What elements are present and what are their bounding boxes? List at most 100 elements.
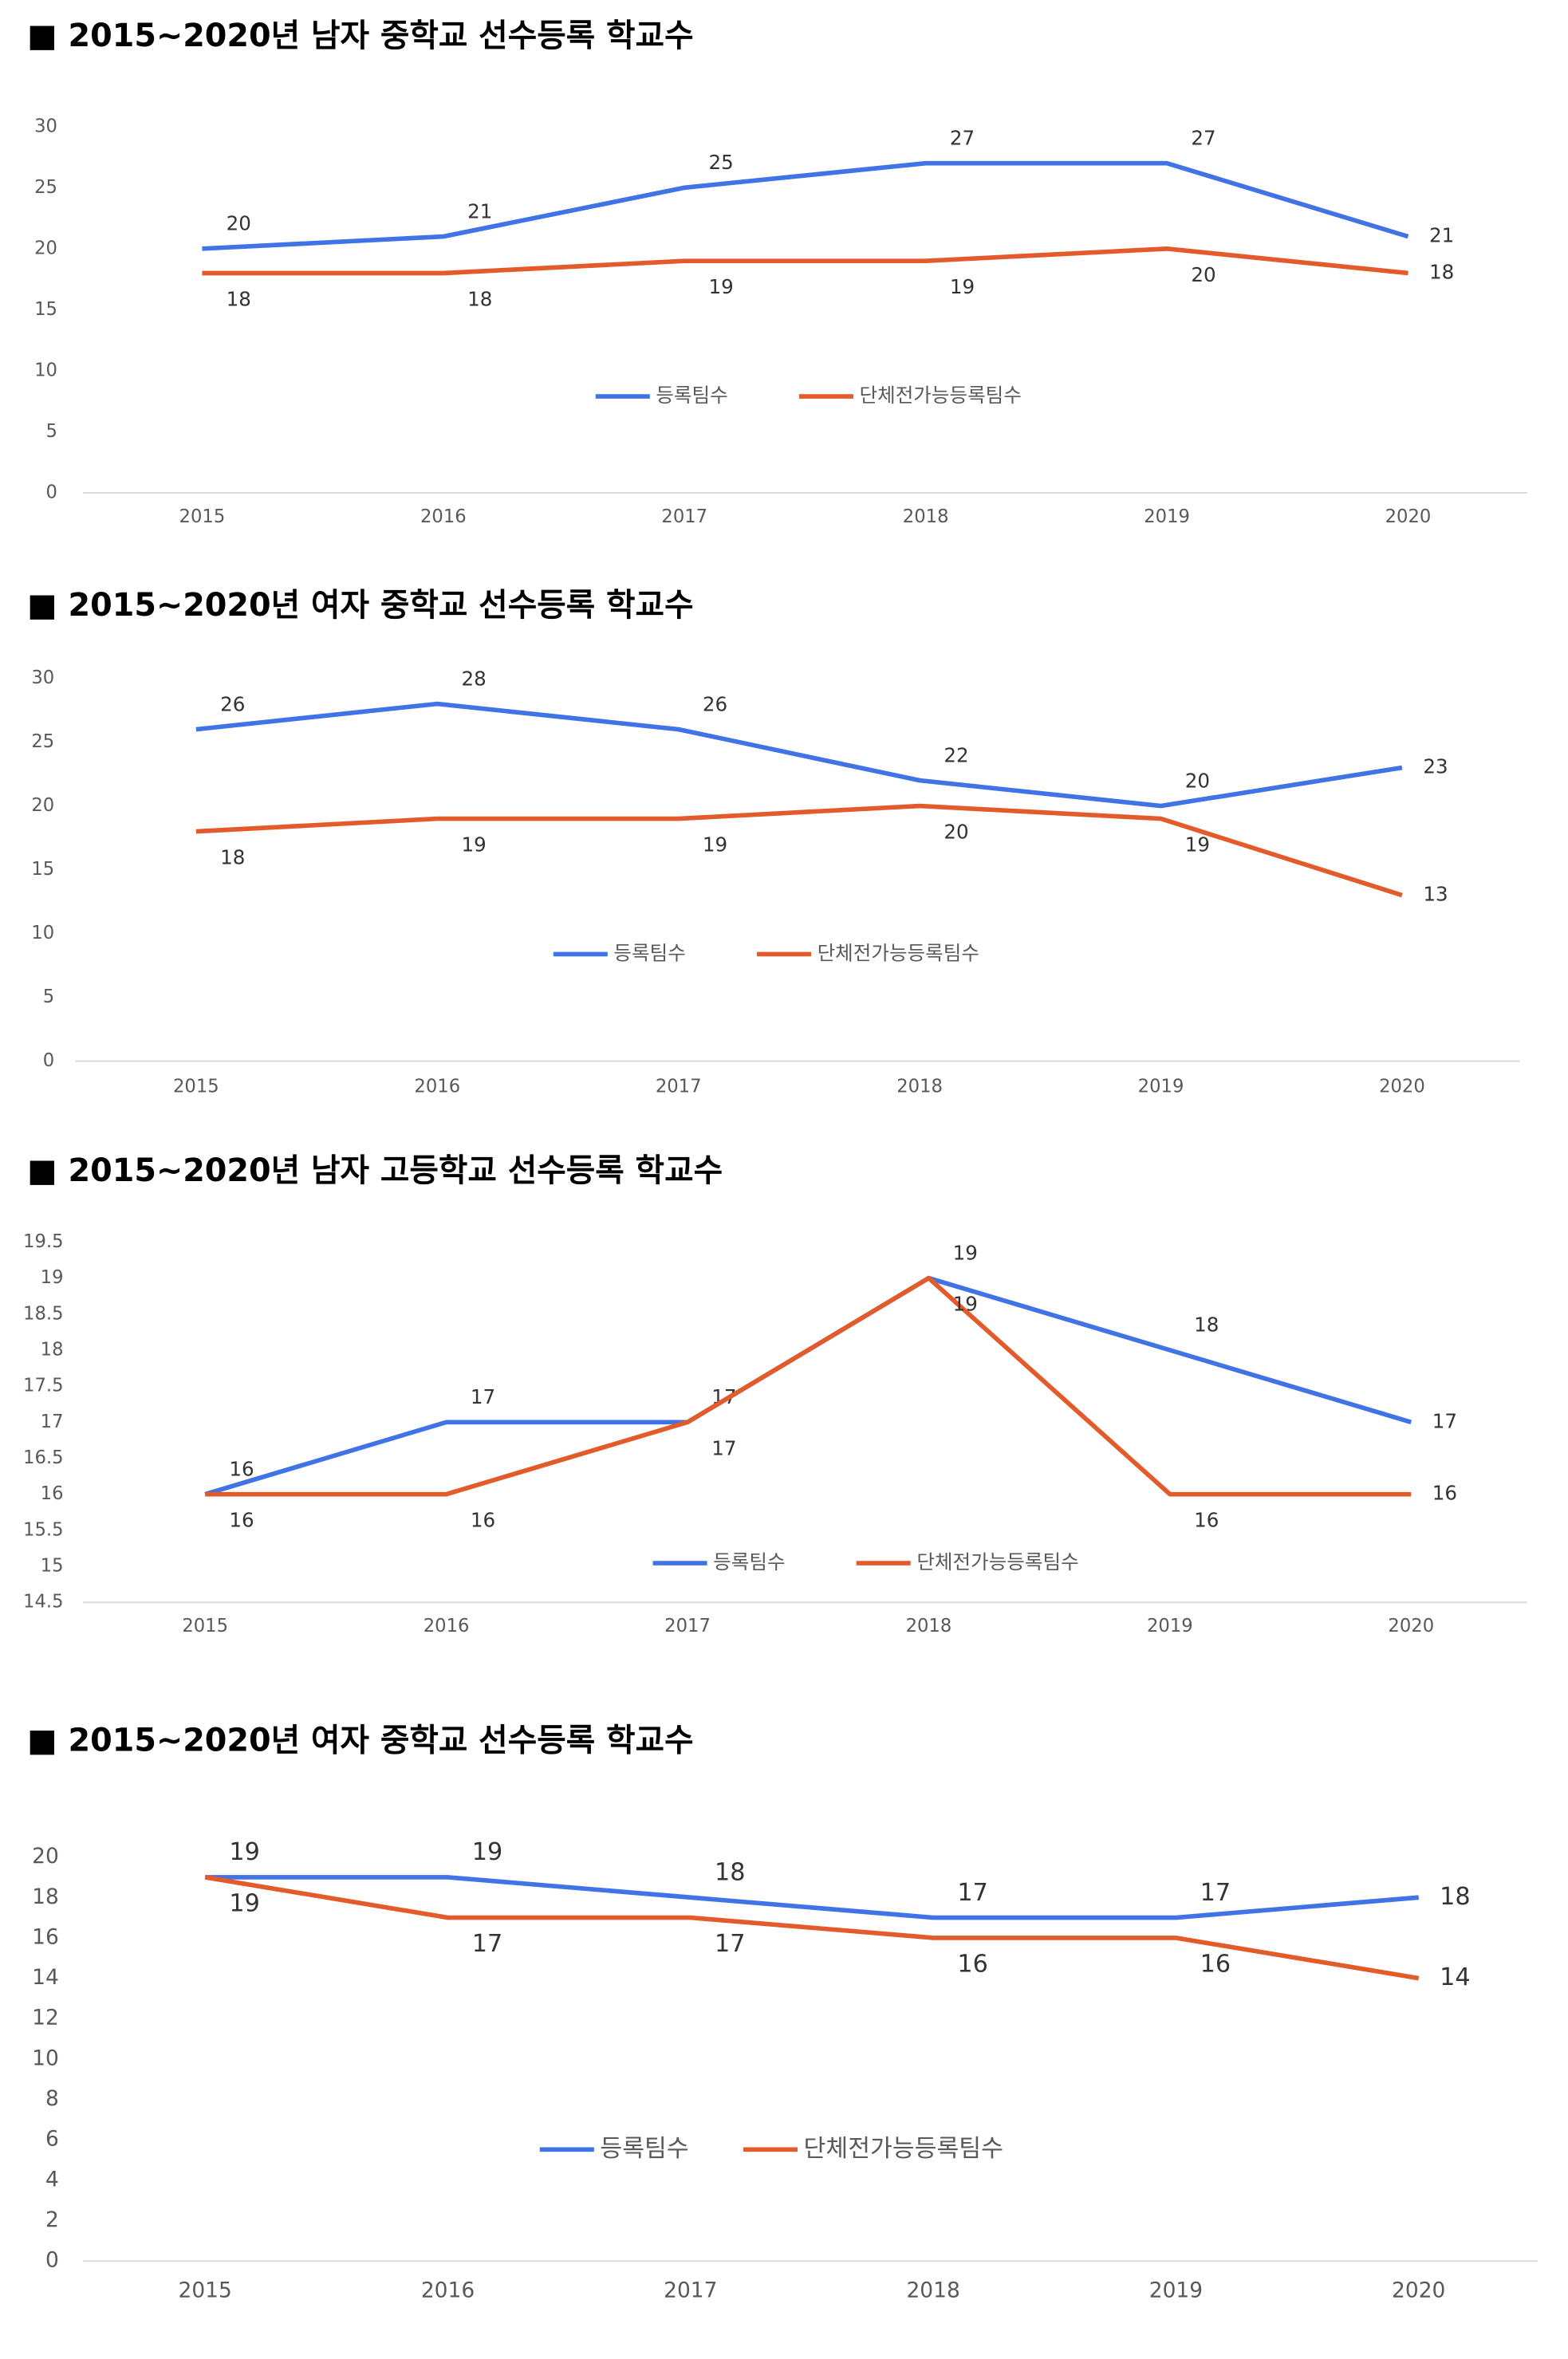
chart-title: ■ 2015~2020년 여자 중학교 선수등록 학교수	[27, 587, 693, 624]
data-label: 18	[227, 288, 251, 311]
y-tick-label: 18	[32, 1884, 59, 1909]
x-tick-label: 2020	[1385, 506, 1432, 527]
series-line	[195, 701, 1403, 809]
y-tick-label: 15	[31, 859, 54, 880]
data-label: 16	[229, 1509, 254, 1532]
x-tick-label: 2019	[1149, 2278, 1203, 2302]
data-label: 20	[1185, 769, 1210, 792]
data-label: 26	[220, 692, 245, 715]
y-tick-label: 20	[31, 795, 54, 816]
data-label: 19	[708, 275, 733, 298]
data-label: 19	[229, 1889, 259, 1917]
legend-label: 등록팀수	[713, 1550, 785, 1573]
y-tick-label: 6	[45, 2127, 59, 2152]
data-label: 21	[467, 199, 492, 223]
data-label: 18	[1194, 1313, 1219, 1337]
legend-label: 단체전가능등록팀수	[817, 941, 979, 964]
data-label: 18	[715, 1859, 745, 1887]
y-tick-label: 10	[34, 360, 57, 380]
data-label: 16	[1194, 1509, 1219, 1532]
data-label: 19	[229, 1838, 259, 1866]
data-label: 20	[227, 212, 251, 235]
y-tick-label: 30	[31, 668, 54, 688]
data-label: 17	[1200, 1879, 1231, 1907]
x-tick-label: 2016	[424, 1616, 470, 1636]
x-tick-label: 2019	[1138, 1076, 1184, 1097]
data-label: 26	[703, 692, 727, 715]
series-line	[195, 803, 1403, 898]
data-label: 21	[1429, 224, 1454, 247]
legend-label: 등록팀수	[600, 2135, 688, 2163]
x-tick-label: 2018	[903, 506, 949, 527]
y-tick-label: 30	[34, 116, 57, 136]
data-label: 14	[1440, 1963, 1470, 1991]
x-tick-label: 2019	[1147, 1616, 1193, 1636]
data-label: 19	[472, 1838, 502, 1866]
x-tick-label: 2017	[661, 506, 707, 527]
x-tick-label: 2018	[896, 1076, 943, 1097]
y-tick-label: 14.5	[23, 1592, 63, 1613]
x-tick-label: 2015	[173, 1076, 219, 1097]
data-label: 13	[1423, 883, 1448, 906]
x-tick-label: 2015	[179, 2278, 232, 2302]
data-label: 17	[711, 1436, 736, 1459]
y-tick-label: 17.5	[23, 1376, 63, 1396]
data-label: 23	[1423, 755, 1448, 778]
y-tick-label: 16.5	[23, 1447, 63, 1468]
data-label: 18	[1429, 260, 1454, 283]
y-tick-label: 0	[46, 482, 57, 503]
data-label: 19	[1185, 833, 1210, 857]
data-label: 17	[471, 1385, 495, 1408]
series-line	[204, 1275, 1412, 1497]
y-tick-label: 0	[43, 1050, 54, 1071]
series-line	[202, 160, 1409, 251]
y-tick-label: 12	[32, 2006, 59, 2030]
data-label: 19	[462, 833, 487, 857]
y-tick-label: 15.5	[23, 1519, 63, 1540]
y-tick-label: 25	[34, 177, 57, 198]
data-label: 27	[950, 126, 975, 149]
legend-label: 단체전가능등록팀수	[916, 1550, 1078, 1573]
y-tick-label: 25	[31, 731, 54, 752]
y-tick-label: 14	[32, 1965, 59, 1990]
data-label: 28	[462, 667, 487, 690]
x-tick-label: 2017	[664, 1616, 711, 1636]
x-tick-label: 2015	[182, 1616, 228, 1636]
data-label: 20	[1191, 263, 1215, 286]
y-tick-label: 15	[41, 1555, 64, 1576]
y-tick-label: 5	[46, 421, 57, 442]
chart-title: ■ 2015~2020년 남자 중학교 선수등록 학교수	[27, 18, 693, 54]
y-tick-label: 10	[32, 2046, 59, 2070]
data-label: 16	[1432, 1482, 1457, 1505]
data-label: 20	[944, 821, 968, 844]
y-tick-label: 16	[32, 1924, 59, 1949]
data-label: 17	[472, 1930, 502, 1958]
data-label: 16	[1200, 1950, 1231, 1978]
x-tick-label: 2016	[420, 506, 467, 527]
x-tick-label: 2020	[1388, 1616, 1434, 1636]
data-label: 16	[471, 1509, 495, 1532]
y-tick-label: 20	[32, 1844, 59, 1869]
y-tick-label: 0	[45, 2248, 59, 2273]
y-tick-label: 4	[45, 2167, 59, 2192]
x-tick-label: 2016	[414, 1076, 460, 1097]
data-label: 25	[708, 151, 733, 174]
legend-label: 단체전가능등록팀수	[804, 2135, 1003, 2163]
data-label: 19	[953, 1241, 978, 1264]
y-tick-label: 18	[41, 1339, 64, 1360]
data-label: 18	[1440, 1883, 1470, 1911]
x-tick-label: 2017	[664, 2278, 717, 2302]
x-tick-label: 2019	[1144, 506, 1190, 527]
y-tick-label: 2	[45, 2207, 59, 2232]
chart-title: ■ 2015~2020년 남자 고등학교 선수등록 학교수	[27, 1152, 723, 1189]
x-tick-label: 2020	[1392, 2278, 1445, 2302]
series-line	[204, 1875, 1420, 1981]
data-label: 16	[229, 1457, 254, 1480]
data-label: 18	[220, 846, 245, 869]
data-label: 17	[1432, 1409, 1457, 1432]
y-tick-label: 16	[41, 1483, 64, 1504]
data-label: 16	[957, 1950, 987, 1978]
x-tick-label: 2016	[421, 2278, 475, 2302]
legend-label: 단체전가능등록팀수	[860, 384, 1022, 407]
